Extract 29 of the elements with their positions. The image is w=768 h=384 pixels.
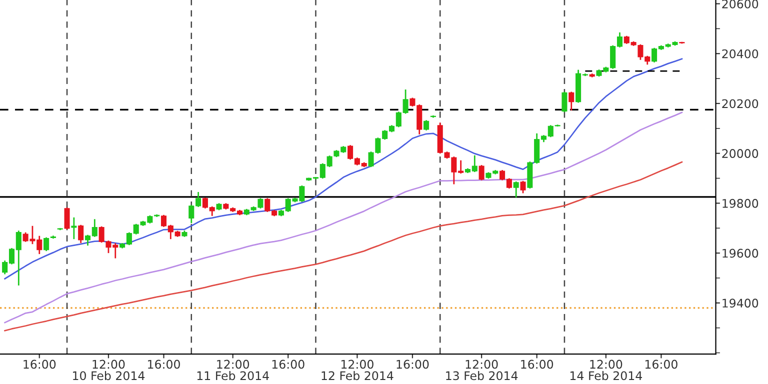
candlestick — [44, 236, 50, 252]
x-tick-label: 12:00 11 Feb 2014 — [197, 360, 269, 380]
x-tick-label: 12:00 13 Feb 2014 — [446, 360, 518, 380]
candlestick — [78, 224, 84, 244]
x-tick-label: 12:00 10 Feb 2014 — [73, 360, 145, 380]
line-series — [4, 112, 683, 324]
y-tick-label: 19800 — [722, 198, 758, 208]
y-tick-label: 19600 — [722, 248, 758, 258]
x-tick-label: 12:00 14 Feb 2014 — [570, 360, 642, 380]
x-tick-label: 16:00 — [645, 360, 678, 369]
x-tick-label: 16:00 — [148, 360, 180, 369]
candlestick — [513, 180, 519, 198]
candlestick — [520, 180, 526, 194]
x-tick-label: 16:00 — [396, 360, 429, 369]
y-tick-label: 20400 — [722, 49, 758, 58]
line-series — [4, 58, 683, 280]
candlestick — [64, 206, 70, 230]
candlestick — [568, 91, 574, 112]
candlestick — [478, 164, 484, 181]
x-tick-label: 12:00 12 Feb 2014 — [322, 360, 394, 380]
x-tick-label: 16:00 — [24, 360, 56, 369]
x-tick-label: 16:00 — [521, 360, 554, 369]
x-tick-label: 16:00 — [272, 360, 304, 369]
line-series — [4, 161, 683, 332]
candlestick — [562, 91, 568, 113]
candlestick — [424, 119, 430, 132]
y-tick-label: 20200 — [722, 99, 758, 108]
y-tick-label: 19400 — [722, 298, 758, 308]
y-tick-label: 20000 — [722, 149, 758, 158]
